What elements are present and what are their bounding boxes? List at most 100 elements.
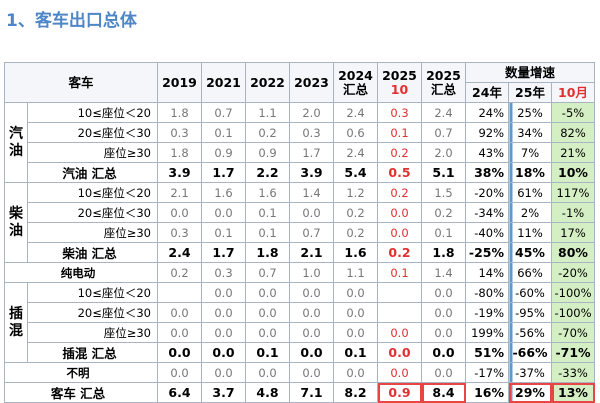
- value-cell: 0.0: [289, 282, 334, 303]
- header-text: 10: [390, 81, 409, 97]
- header-text: 2019: [162, 74, 197, 90]
- header-cell: 2019: [157, 62, 202, 103]
- value-cell: 0.0: [201, 282, 246, 303]
- export-table: 客车 2019 2021 2022 2023 2024 汇总 2025 10 2025 汇总 数量增速…: [4, 62, 595, 403]
- value-cell: 1.6: [245, 182, 290, 203]
- growth-cell: -17%: [465, 362, 509, 383]
- data-row: 汽油 10≤座位＜20 1.8 0.7 1.1 2.0 2.4 0.3 2.4 24% 25% -5%: [4, 102, 595, 183]
- growth-cell: 2%: [508, 202, 552, 223]
- growth-cell: 61%: [508, 182, 552, 203]
- data-row: 20≤座位＜30 0.0 0.0 0.0 0.0 0.0 0.0 -19% -95% -100%: [5, 302, 595, 323]
- header-cell: 25年: [508, 82, 552, 103]
- header-text: 2025: [382, 67, 417, 83]
- value-cell: 1.8: [245, 242, 290, 263]
- growth-cell: 18%: [508, 162, 552, 183]
- growth-cell: 82%: [551, 122, 595, 143]
- value-cell: 1.2: [333, 182, 378, 203]
- growth-cell: -70%: [551, 322, 595, 343]
- value-cell: 0.7: [289, 222, 334, 243]
- value-cell: 0.2: [157, 262, 202, 283]
- row-label: 客车 汇总: [4, 382, 158, 403]
- header-cell: 24年: [465, 82, 509, 103]
- row-label: 10≤座位＜20: [27, 102, 158, 123]
- value-cell: 1.8: [421, 242, 466, 263]
- growth-cell: 21%: [551, 142, 595, 163]
- value-cell: 0.0: [289, 362, 334, 383]
- value-cell: 0.9: [245, 142, 290, 163]
- header-row: 客车 2019 2021 2022 2023 2024 汇总 2025 10 2025 汇总 数量增速: [4, 62, 595, 103]
- value-cell: [377, 302, 422, 323]
- header-text: 汇总: [430, 81, 456, 97]
- growth-cell: -25%: [465, 242, 509, 263]
- data-row: 插混 10≤座位＜20 0.0 0.0 0.0 0.0 0.0 -80% -60% -100%: [4, 282, 595, 363]
- header-text: 2024: [338, 67, 373, 83]
- value-cell: 0.0: [157, 202, 202, 223]
- growth-cell: -40%: [465, 222, 509, 243]
- growth-cell: 16%: [465, 382, 509, 403]
- value-cell: 0.1: [377, 122, 422, 143]
- value-cell: [377, 282, 422, 303]
- growth-cell: 13%: [551, 382, 595, 403]
- row-label: 纯电动: [4, 262, 158, 283]
- growth-cell: 199%: [465, 322, 509, 343]
- value-cell: 0.0: [201, 342, 246, 363]
- value-cell: 0.0: [421, 302, 466, 323]
- value-cell: 0.0: [377, 322, 422, 343]
- row-label: 座位≥30: [27, 142, 158, 163]
- value-cell: 0.0: [201, 202, 246, 223]
- growth-cell: 45%: [508, 242, 552, 263]
- value-cell: 0.0: [377, 202, 422, 223]
- data-row: 座位≥30 0.3 0.1 0.1 0.7 0.2 0.0 0.1 -40% 11% 17%: [5, 222, 595, 243]
- group-cell: 柴油: [4, 182, 28, 263]
- value-cell: 0.7: [421, 122, 466, 143]
- growth-cell: 7%: [508, 142, 552, 163]
- value-cell: 0.2: [377, 242, 422, 263]
- value-cell: 1.1: [333, 262, 378, 283]
- growth-cell: -19%: [465, 302, 509, 323]
- value-cell: 2.4: [157, 242, 202, 263]
- header-cell: 10月: [551, 82, 595, 103]
- value-cell: 3.9: [157, 162, 202, 183]
- growth-cell: 34%: [508, 122, 552, 143]
- growth-cell: 117%: [551, 182, 595, 203]
- value-cell: 0.2: [333, 222, 378, 243]
- value-cell: 1.7: [201, 242, 246, 263]
- row-label: 座位≥30: [27, 322, 158, 343]
- growth-cell: 80%: [551, 242, 595, 263]
- value-cell: 0.0: [333, 282, 378, 303]
- value-cell: 0.1: [377, 262, 422, 283]
- value-cell: 0.0: [289, 342, 334, 363]
- group-cell: 插混: [4, 282, 28, 363]
- total-row: 客车 汇总 6.4 3.7 4.8 7.1 8.2 0.9 8.4 16% 29% 13%: [4, 382, 595, 403]
- total-row: 柴油 汇总 2.4 1.7 1.8 2.1 1.6 0.2 1.8 -25% 45% 80%: [5, 242, 595, 263]
- group-cell: 汽油: [4, 102, 28, 183]
- title: 1、客车出口总体: [6, 11, 137, 31]
- value-cell: 0.0: [421, 342, 466, 363]
- value-cell: 1.1: [245, 102, 290, 123]
- row-label: 柴油 汇总: [27, 242, 158, 263]
- row-label: 20≤座位＜30: [27, 122, 158, 143]
- value-cell: 0.0: [289, 202, 334, 223]
- growth-cell: -1%: [551, 202, 595, 223]
- value-cell: 0.3: [201, 262, 246, 283]
- header-cell: 客车: [4, 62, 158, 103]
- growth-cell: -71%: [551, 342, 595, 363]
- growth-cell: -95%: [508, 302, 552, 323]
- value-cell: 1.4: [289, 182, 334, 203]
- row-label: 20≤座位＜30: [27, 202, 158, 223]
- growth-cell: -34%: [465, 202, 509, 223]
- growth-cell: -33%: [551, 362, 595, 383]
- value-cell: 0.2: [245, 122, 290, 143]
- data-row: 座位≥30 0.0 0.0 0.0 0.0 0.0 0.0 0.0 199% -56% -70%: [5, 322, 595, 343]
- growth-cell: -20%: [551, 262, 595, 283]
- value-cell: 0.0: [289, 322, 334, 343]
- value-cell: 0.0: [245, 362, 290, 383]
- value-cell: 2.4: [421, 102, 466, 123]
- data-row: 纯电动 0.2 0.3 0.7 1.0 1.1 0.1 1.4 14% 66% -20%: [4, 262, 595, 283]
- growth-cell: 51%: [465, 342, 509, 363]
- value-cell: 0.0: [157, 322, 202, 343]
- value-cell: 0.0: [157, 362, 202, 383]
- growth-cell: 17%: [551, 222, 595, 243]
- value-cell: 0.0: [421, 322, 466, 343]
- value-cell: 7.1: [289, 382, 334, 403]
